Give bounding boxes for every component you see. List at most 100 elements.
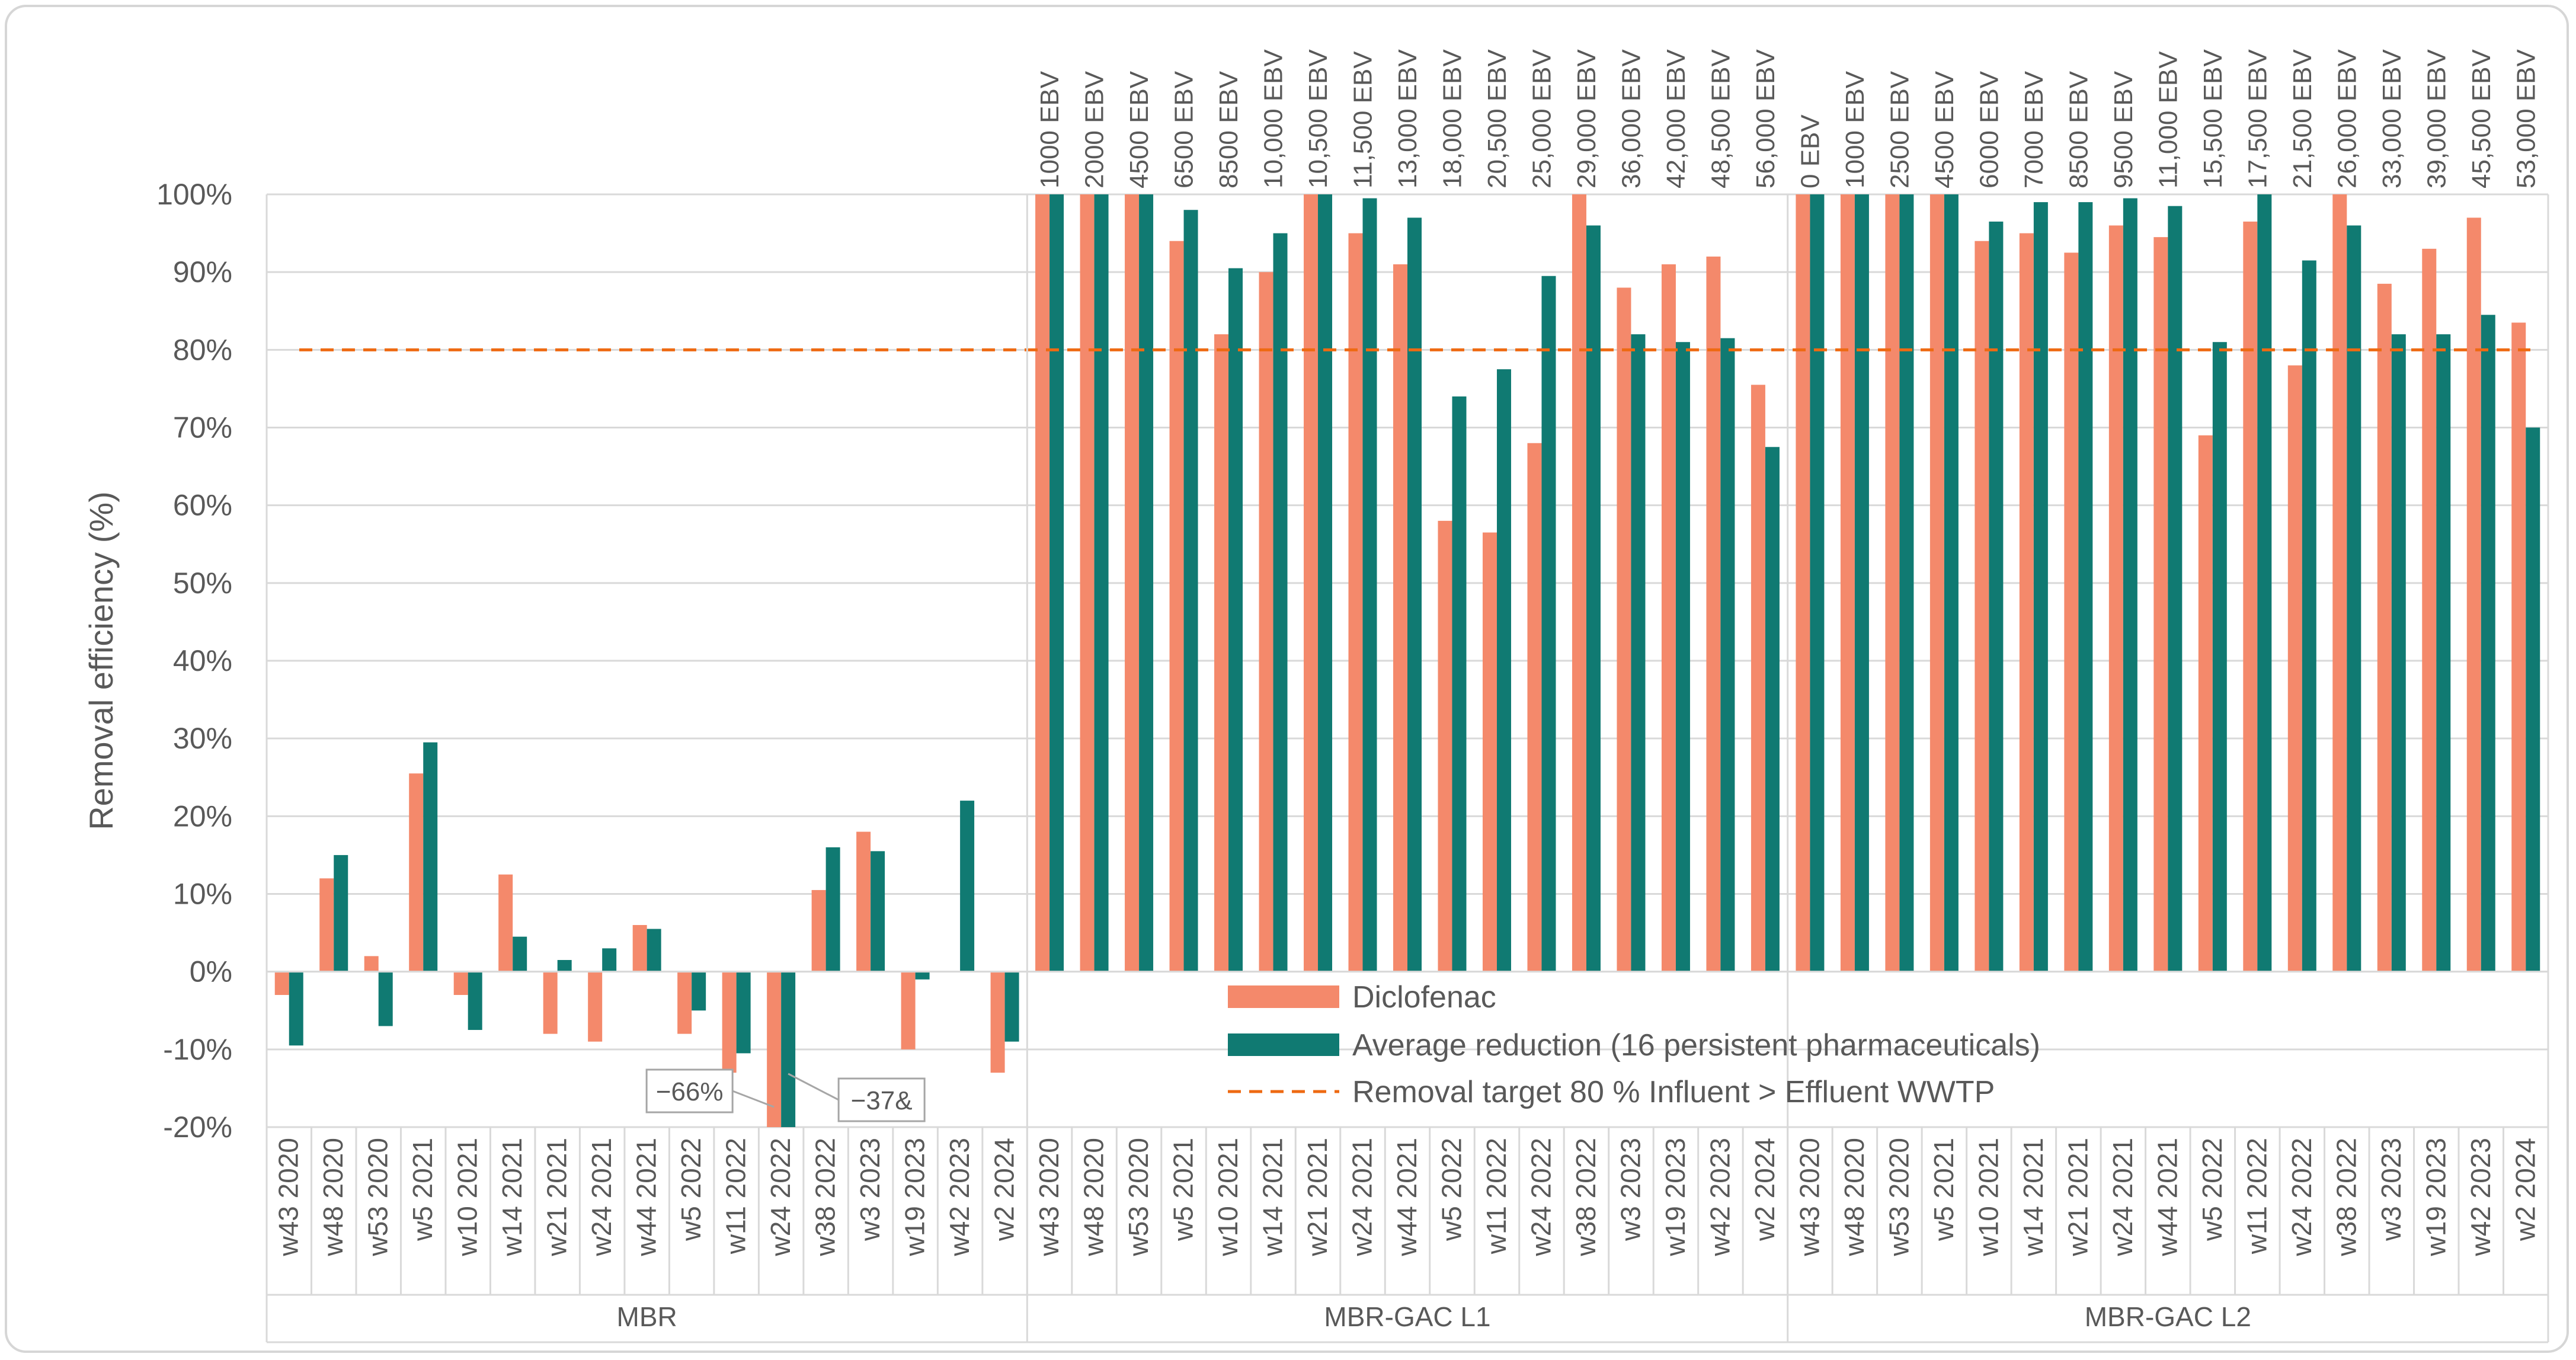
bar-diclofenac [901,971,916,1049]
ebv-label: 48,500 EBV [1706,49,1735,188]
x-tick-label: w24 2021 [2107,1138,2138,1257]
ebv-label: 36,000 EBV [1617,49,1646,188]
bar-diclofenac [1169,241,1184,972]
ebv-label: 33,000 EBV [2377,49,2407,188]
bar-average [736,971,751,1054]
y-tick-label: 100% [156,178,232,211]
bar-average [1452,396,1467,972]
bar-diclofenac [1527,443,1542,972]
x-tick-label: w24 2021 [1347,1138,1378,1257]
annotation-leader [732,1090,775,1108]
ebv-label: 42,000 EBV [1662,49,1691,188]
bar-average [1541,276,1556,972]
bar-average [915,971,930,980]
bar-diclofenac [1214,334,1229,972]
x-tick-label: w44 2021 [1391,1138,1422,1257]
x-tick-label: w3 2023 [855,1138,885,1241]
bar-average [2257,194,2272,972]
group-label: MBR [617,1301,677,1332]
ebv-label: 39,000 EBV [2422,49,2451,188]
ebv-label: 11,500 EBV [1349,51,1378,188]
bar-diclofenac [2466,217,2481,972]
bar-diclofenac [677,971,692,1034]
bar-average [423,742,438,972]
x-tick-label: w42 2023 [2465,1138,2496,1257]
bar-average [1720,338,1735,972]
bar-average [2526,427,2540,972]
x-tick-label: w2 2024 [2510,1138,2540,1241]
bar-diclofenac [1796,194,1810,972]
bar-average [1810,194,1825,972]
bar-diclofenac [632,924,647,972]
y-tick-label: 50% [173,567,232,600]
annotation-label: −37& [851,1086,913,1115]
y-tick-label: -10% [163,1033,232,1066]
ebv-label: 10,000 EBV [1259,49,1288,188]
annotation-leader [788,1073,839,1101]
bar-average [647,929,661,972]
legend-swatch-diclofenac [1228,985,1339,1008]
x-tick-label: w42 2023 [1704,1138,1735,1257]
bar-average [1318,194,1333,972]
ebv-label: 4500 EBV [1125,71,1154,188]
bar-average [781,971,796,1127]
bar-diclofenac [1617,287,1631,972]
bar-average [871,851,885,972]
bar-average [1675,342,1690,972]
bar-average [1094,194,1109,972]
x-tick-label: w3 2023 [2376,1138,2407,1241]
bar-diclofenac [2198,435,2213,972]
annotation-box [837,1077,926,1122]
y-tick-label: 20% [173,799,232,833]
bars [274,194,2540,1127]
bar-diclofenac [1125,194,1140,972]
x-tick-label: w3 2023 [1615,1138,1646,1241]
bar-diclofenac [1572,194,1586,972]
ebv-label: 45,500 EBV [2467,49,2496,188]
bar-diclofenac [2332,194,2347,972]
x-tick-label: w2 2024 [989,1138,1020,1241]
y-axis-title: Removal efficiency (%) [82,491,120,830]
y-tick-label: 70% [173,411,232,444]
ebv-label: 13,000 EBV [1393,49,1422,188]
bar-diclofenac [1706,256,1721,972]
bar-average [1496,369,1511,972]
ebv-label: 53,000 EBV [2511,49,2540,188]
y-tick-label: -20% [163,1111,232,1144]
bar-average [2391,334,2406,972]
x-tick-label: w53 2020 [1883,1138,1914,1257]
bar-average [2347,225,2361,972]
bar-diclofenac [2287,365,2302,972]
bar-average [1765,447,1780,972]
ebv-label: 0 EBV [1796,114,1825,188]
x-tick-label: w21 2021 [542,1138,572,1257]
bar-average [2302,260,2316,972]
ebv-label: 6500 EBV [1170,71,1199,188]
x-tick-label: w43 2020 [1033,1138,1064,1257]
bar-average [378,971,393,1026]
x-tick-label: w53 2020 [1123,1138,1154,1257]
x-tick-label: w2 2024 [1749,1138,1780,1241]
y-tick-label: 0% [190,955,232,988]
ebv-label: 15,500 EBV [2199,49,2228,188]
annotation-label: −66% [656,1077,724,1106]
x-tick-label: w21 2021 [2062,1138,2093,1257]
bar-diclofenac [2019,233,2034,972]
bar-average [1049,194,1064,972]
x-tick-label: w43 2020 [273,1138,304,1257]
annotation-box [645,1068,734,1113]
axes [265,194,2549,1343]
y-tick-label: 30% [173,722,232,755]
ebv-label: 17,500 EBV [2243,49,2272,188]
y-tick-label: 60% [173,489,232,522]
bar-diclofenac [1975,241,1989,972]
x-tick-label: w43 2020 [1794,1138,1825,1257]
ebv-label: 8500 EBV [2064,71,2093,188]
bar-diclofenac [1885,194,1900,972]
bar-diclofenac [2108,225,2123,972]
x-tick-label: w10 2021 [452,1138,483,1257]
ebv-label: 6000 EBV [1975,71,2004,188]
bar-diclofenac [1304,194,1319,972]
bar-average [334,855,348,972]
ebv-label: 9500 EBV [2109,71,2138,188]
